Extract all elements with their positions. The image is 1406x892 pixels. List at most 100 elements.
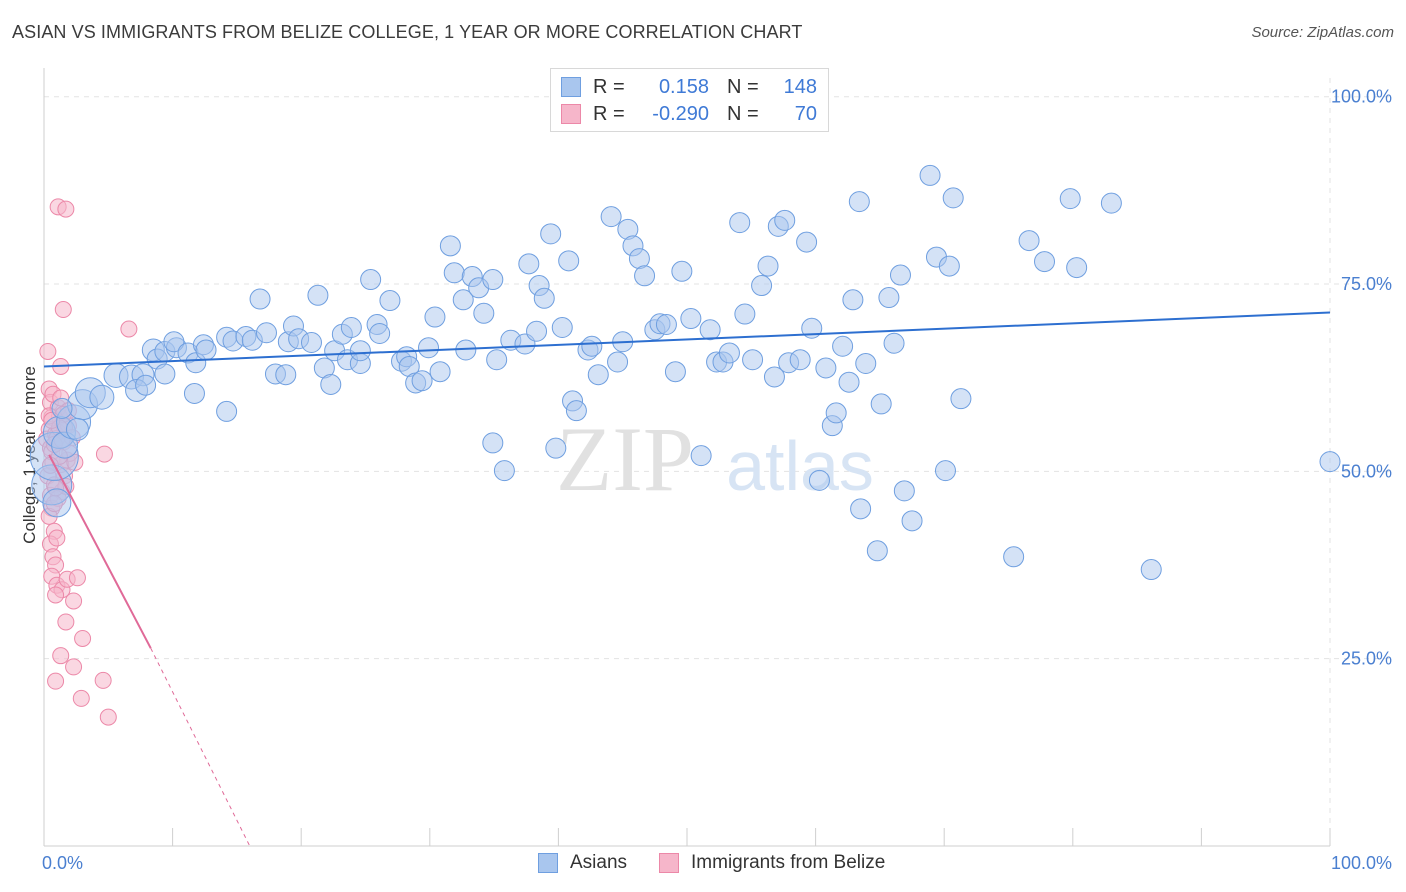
- y-tick-label: 100.0%: [1331, 87, 1392, 107]
- asian-point: [558, 250, 580, 272]
- asian-point: [1018, 230, 1040, 252]
- belize-point: [65, 592, 83, 610]
- asian-point: [42, 488, 72, 518]
- trend-lines: [43, 311, 1331, 847]
- asian-point: [551, 317, 573, 339]
- asian-point: [938, 255, 960, 277]
- belize-point: [65, 658, 83, 676]
- asian-point: [757, 255, 779, 277]
- asians-trend-line: [43, 311, 1331, 368]
- legend-item-asians[interactable]: Asians: [538, 852, 627, 874]
- asian-point: [482, 432, 504, 454]
- asian-point: [51, 397, 73, 419]
- asian-point: [307, 284, 329, 306]
- asian-point: [607, 351, 629, 373]
- asian-point: [369, 323, 391, 345]
- legend-row-asians: R = 0.158 N = 148: [561, 75, 817, 99]
- asian-point: [424, 306, 446, 328]
- asian-point: [1100, 192, 1122, 214]
- asian-point: [1059, 188, 1081, 210]
- belize-legend-label: Immigrants from Belize: [691, 852, 886, 873]
- asian-point: [600, 206, 622, 228]
- asian-point: [360, 269, 382, 291]
- asian-point: [518, 253, 540, 275]
- asian-point: [411, 370, 433, 392]
- asian-point: [1003, 546, 1025, 568]
- asian-point: [634, 265, 656, 287]
- asian-point: [774, 209, 796, 231]
- asian-point: [789, 349, 811, 371]
- r-label: R =: [593, 75, 625, 98]
- asian-point: [163, 331, 185, 353]
- asian-point: [838, 371, 860, 393]
- chart-title: ASIAN VS IMMIGRANTS FROM BELIZE COLLEGE,…: [12, 22, 803, 42]
- asian-point: [690, 445, 712, 467]
- n-value: 70: [794, 102, 817, 125]
- belize-point: [120, 320, 138, 338]
- asian-point: [439, 235, 461, 257]
- belize-point: [57, 613, 75, 631]
- asian-point: [832, 335, 854, 357]
- n-label: N =: [727, 75, 759, 98]
- asian-point: [249, 288, 271, 310]
- asian-point: [545, 437, 567, 459]
- x-tick-label-min: 0.0%: [42, 853, 83, 873]
- r-value: -0.290: [652, 102, 709, 125]
- asian-point: [65, 417, 89, 441]
- r-value: 0.158: [658, 75, 709, 98]
- belize-point: [47, 672, 65, 690]
- asian-point: [183, 382, 205, 404]
- asians-legend-label: Asians: [570, 852, 628, 873]
- asian-point: [540, 223, 562, 245]
- asian-point: [482, 269, 504, 291]
- belize-point: [95, 445, 113, 463]
- asian-point: [763, 366, 785, 388]
- asian-point: [866, 540, 888, 562]
- asian-point: [1066, 257, 1088, 279]
- r-label: R =: [593, 102, 625, 125]
- belize-point: [52, 647, 70, 665]
- asian-point: [848, 191, 870, 213]
- asian-point: [565, 400, 587, 422]
- asian-point: [883, 332, 905, 354]
- asian-point: [729, 212, 751, 234]
- watermark-zip: ZIP: [556, 408, 694, 510]
- asian-point: [1140, 559, 1162, 581]
- tick-labels: 25.0% 50.0% 75.0% 100.0% 0.0% 100.0%: [42, 87, 1392, 873]
- asian-point: [581, 335, 603, 357]
- asian-point: [473, 302, 495, 324]
- asian-point: [942, 187, 964, 209]
- correlation-legend: R = 0.158 N = 148 R = -0.290 N = 70: [550, 68, 829, 132]
- legend-row-belize: R = -0.290 N = 70: [561, 102, 817, 126]
- series-legend: Asians Immigrants from Belize: [538, 852, 917, 874]
- y-tick-label: 75.0%: [1341, 274, 1392, 294]
- asian-point: [340, 317, 362, 339]
- belize-point: [99, 708, 117, 726]
- belize-point: [72, 689, 90, 707]
- n-label: N =: [727, 102, 759, 125]
- belize-point: [94, 671, 112, 689]
- y-tick-label: 25.0%: [1341, 649, 1392, 669]
- belize-point: [39, 342, 57, 360]
- asian-point: [815, 357, 837, 379]
- belize-point: [48, 529, 66, 547]
- asian-point: [135, 374, 157, 396]
- asian-point: [878, 287, 900, 309]
- asian-point: [379, 290, 401, 312]
- asian-point: [751, 275, 773, 297]
- asian-point: [842, 289, 864, 311]
- asian-point: [533, 287, 555, 309]
- belize-legend-swatch: [659, 853, 680, 873]
- belize-point: [54, 301, 72, 319]
- source-label: Source: ZipAtlas.com: [1251, 24, 1394, 41]
- asian-point: [671, 260, 693, 282]
- asian-point: [349, 340, 371, 362]
- asian-points: [29, 164, 1341, 581]
- legend-item-belize[interactable]: Immigrants from Belize: [659, 852, 885, 874]
- asian-point: [452, 289, 474, 311]
- asian-point: [664, 361, 686, 383]
- asian-point: [275, 364, 297, 386]
- asian-point: [1034, 251, 1056, 273]
- asians-swatch: [561, 77, 581, 97]
- asian-point: [655, 314, 677, 336]
